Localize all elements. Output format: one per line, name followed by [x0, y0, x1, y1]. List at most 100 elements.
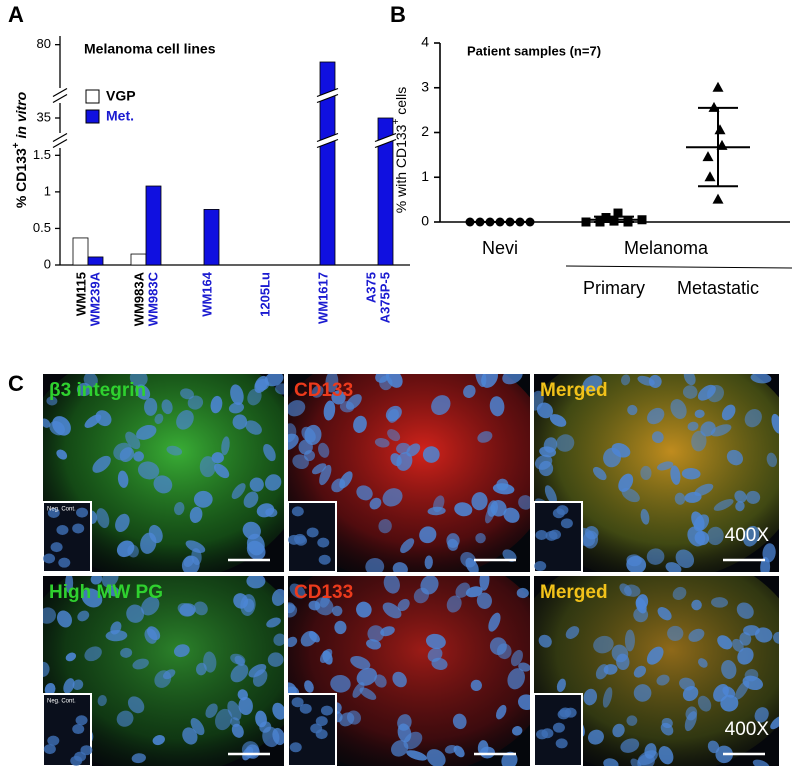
- nucleus: [516, 587, 529, 599]
- nucleus: [538, 634, 552, 648]
- nucleus: [754, 627, 773, 643]
- axis-break-line: [52, 87, 68, 98]
- nucleus: [127, 696, 145, 714]
- nucleus: [367, 625, 385, 642]
- nucleus: [633, 665, 647, 678]
- nucleus: [460, 552, 476, 568]
- nucleus: [682, 385, 698, 399]
- bar: [72, 237, 89, 266]
- magnification: 400X: [725, 525, 770, 546]
- nucleus: [446, 595, 462, 613]
- nucleus: [291, 697, 304, 708]
- nucleus: [517, 694, 530, 711]
- nucleus: [288, 400, 306, 417]
- nucleus: [323, 400, 336, 421]
- nucleus: [771, 413, 779, 434]
- nucleus: [374, 674, 387, 688]
- channel-label: Merged: [540, 380, 608, 401]
- nucleus: [400, 538, 415, 554]
- nucleus: [166, 445, 183, 456]
- nucleus: [237, 689, 248, 701]
- nucleus: [773, 631, 779, 644]
- nucleus: [120, 647, 133, 658]
- nucleus: [672, 586, 687, 601]
- nucleus: [382, 488, 403, 507]
- nucleus: [339, 471, 353, 489]
- nucleus: [259, 721, 272, 733]
- nucleus: [339, 401, 355, 413]
- nucleus: [711, 597, 729, 608]
- y-label-sup: +: [11, 142, 22, 148]
- nucleus: [43, 607, 57, 624]
- y-tick-label: 1.5: [33, 147, 51, 162]
- nucleus: [228, 402, 244, 414]
- nucleus: [656, 674, 670, 686]
- nucleus: [291, 506, 304, 517]
- x-tick-label: Nevi: [482, 238, 518, 258]
- nucleus: [734, 490, 747, 503]
- nucleus: [603, 664, 618, 675]
- axis-break: [317, 133, 338, 148]
- nucleus: [173, 644, 190, 658]
- nucleus: [84, 646, 102, 662]
- nucleus: [272, 727, 284, 746]
- nucleus: [97, 695, 107, 707]
- nucleus: [736, 602, 754, 619]
- nucleus: [640, 465, 652, 481]
- y-label-part: % with CD133: [393, 124, 409, 213]
- nucleus: [248, 663, 267, 678]
- x-tick-label: A375: [363, 272, 378, 303]
- y-axis-label: % with CD133+ cells: [391, 87, 409, 213]
- nucleus: [379, 375, 393, 391]
- nucleus: [43, 418, 51, 428]
- nucleus: [230, 384, 244, 406]
- nucleus: [353, 415, 367, 434]
- nucleus: [240, 594, 256, 616]
- nucleus: [356, 667, 378, 686]
- nucleus: [299, 703, 312, 714]
- nucleus: [651, 431, 664, 444]
- nucleus: [272, 702, 284, 720]
- nucleus: [396, 452, 413, 471]
- nucleus: [485, 504, 496, 524]
- nucleus: [179, 603, 196, 617]
- nucleus: [135, 384, 151, 400]
- nucleus: [96, 508, 110, 529]
- magnification: 400X: [725, 719, 770, 740]
- nucleus: [626, 715, 638, 726]
- nucleus: [396, 442, 411, 455]
- bar: [377, 117, 394, 266]
- nucleus: [721, 404, 736, 421]
- nucleus: [495, 704, 507, 720]
- axis-break-line: [374, 132, 397, 143]
- nucleus: [318, 442, 330, 458]
- nucleus: [65, 576, 74, 594]
- nucleus: [454, 502, 473, 517]
- nucleus: [319, 648, 333, 663]
- nucleus: [215, 708, 233, 731]
- nucleus: [292, 454, 309, 470]
- x-tick-label: WM164: [199, 271, 214, 317]
- nucleus: [101, 576, 119, 588]
- nucleus: [425, 633, 446, 650]
- nucleus: [682, 685, 699, 702]
- nucleus: [582, 375, 603, 393]
- nucleus: [658, 746, 674, 765]
- nucleus: [221, 436, 230, 456]
- nucleus: [463, 384, 476, 398]
- nucleus: [317, 537, 330, 548]
- nucleus: [587, 729, 604, 745]
- nucleus: [707, 526, 724, 546]
- nucleus: [660, 722, 674, 736]
- nucleus: [693, 514, 710, 532]
- nucleus: [263, 443, 276, 462]
- nucleus: [626, 554, 642, 567]
- axis-break-line: [374, 138, 397, 149]
- nucleus: [700, 421, 716, 437]
- nucleus: [489, 637, 507, 656]
- nucleus: [556, 678, 566, 692]
- nucleus: [657, 607, 672, 621]
- nucleus: [72, 679, 84, 690]
- nucleus: [646, 646, 664, 665]
- nucleus: [374, 438, 390, 448]
